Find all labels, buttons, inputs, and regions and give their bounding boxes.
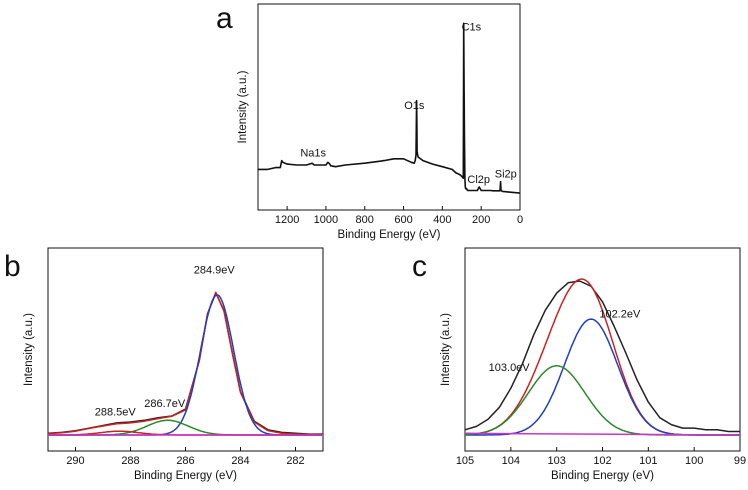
series-line-experimental: [464, 280, 740, 433]
y-axis-label: Intensity (a.u.): [23, 313, 35, 386]
peak-annotation: 102.2eV: [599, 308, 641, 320]
y-axis-label: Intensity (a.u.): [440, 313, 452, 386]
x-tick-label: 100: [685, 455, 703, 467]
series-line-si-102-2ev: [465, 318, 740, 436]
x-tick-label: 400: [433, 214, 451, 226]
x-tick-label: 99: [734, 455, 746, 467]
x-tick-label: 200: [472, 214, 490, 226]
x-tick-label: 286: [176, 455, 194, 467]
panel-letter-c: c: [412, 250, 427, 283]
peak-annotation: Na1s: [300, 147, 326, 159]
x-tick-label: 105: [456, 455, 474, 467]
x-tick-label: 800: [356, 214, 374, 226]
peak-annotation: Si2p: [495, 169, 517, 181]
x-tick-label: 290: [66, 455, 84, 467]
chart-panel-b: 290 288 286 284 282 Binding Energy (eV) Intens…: [23, 247, 324, 482]
x-tick-label: 1200: [275, 214, 299, 226]
plot-frame: [257, 3, 521, 211]
series-line-survey: [258, 22, 521, 194]
x-axis-label: Binding Energy (eV): [338, 229, 441, 241]
peak-annotation: 286.7eV: [144, 398, 186, 410]
x-tick-label: 284: [231, 455, 249, 467]
series-line-c-c-284-9ev: [48, 294, 323, 436]
x-tick-label: 104: [502, 455, 520, 467]
series-line-baseline: [464, 432, 741, 436]
x-axis-label: Binding Energy (eV): [134, 470, 237, 482]
x-axis-label: Binding Energy (eV): [551, 470, 654, 482]
peak-annotation: C1s: [462, 21, 482, 33]
peak-annotation: O1s: [404, 100, 425, 112]
chart-panel-a: 1200 1000 800 600 400 200 0 Binding Energy (eV)…: [237, 3, 523, 241]
x-tick-label: 1000: [314, 214, 338, 226]
y-axis-label: Intensity (a.u.): [237, 70, 249, 143]
plot-frame: [47, 247, 324, 452]
x-tick-label: 103: [547, 455, 565, 467]
x-tick-label: 101: [639, 455, 657, 467]
x-tick-label: 0: [517, 214, 523, 226]
x-tick-label: 288: [121, 455, 139, 467]
x-tick-label: 282: [286, 455, 304, 467]
peak-annotation: 288.5eV: [95, 406, 137, 418]
panel-letter-a: a: [216, 2, 233, 35]
x-tick-label: 600: [394, 214, 412, 226]
peak-annotation: Cl2p: [467, 174, 490, 186]
panel-letter-b: b: [4, 250, 21, 283]
x-tick-label: 102: [593, 455, 611, 467]
series-line-si-103-0ev: [465, 365, 740, 436]
peak-annotation: 103.0eV: [489, 362, 531, 374]
peak-annotation: 284.9eV: [194, 265, 236, 277]
chart-panel-c: 105 104 103 102 101 100 99 Binding Energy (eV) I…: [440, 247, 746, 482]
